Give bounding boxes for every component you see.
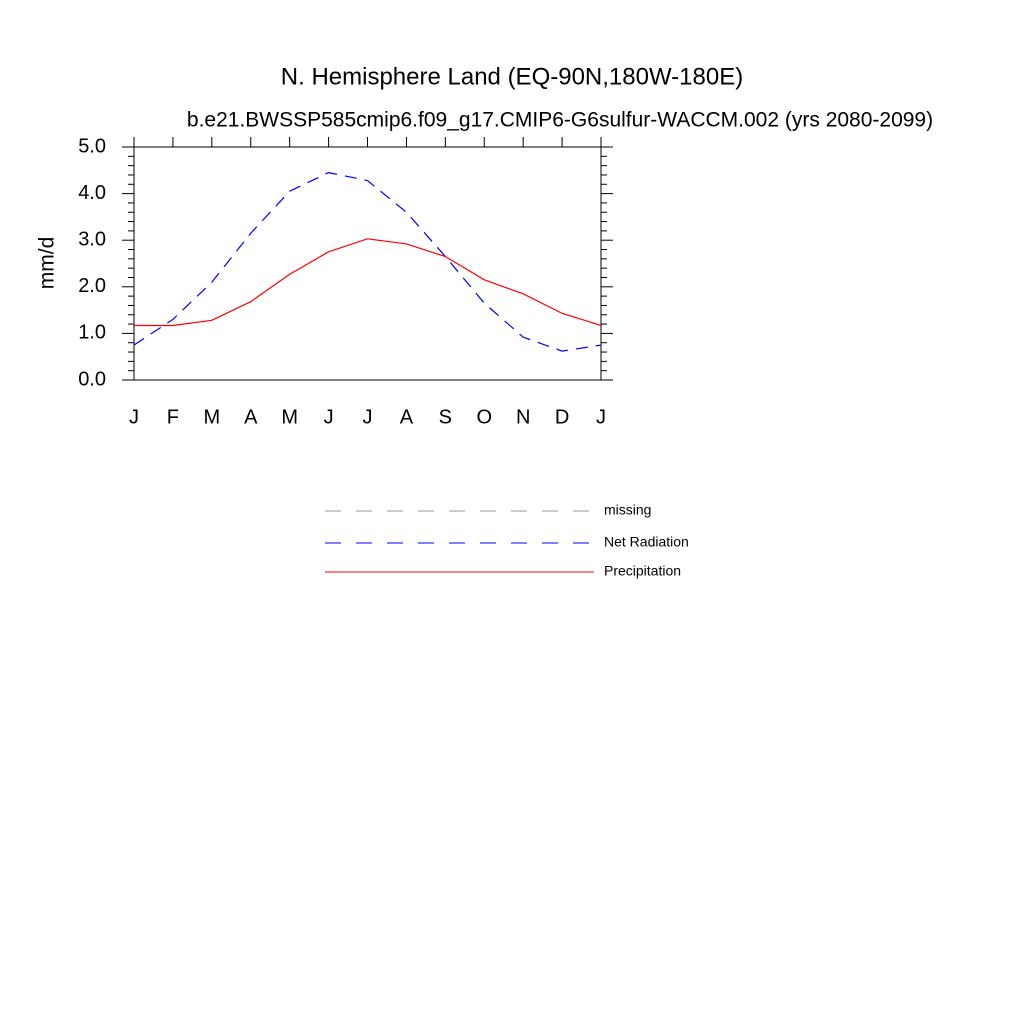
y-tick-label: 5.0 [78,135,106,157]
legend-label: missing [604,502,651,518]
x-tick-label: J [363,406,373,428]
x-tick-label: A [400,406,414,428]
x-tick-label: M [203,406,220,428]
x-tick-label: F [167,406,179,428]
x-tick-label: D [555,406,569,428]
x-tick-label: M [281,406,298,428]
chart-title: N. Hemisphere Land (EQ-90N,180W-180E) [281,63,743,90]
plot-frame [133,146,602,381]
x-tick-label: S [439,406,452,428]
legend-label: Net Radiation [604,534,689,550]
y-tick-label: 0.0 [78,368,106,390]
y-axis-label: mm/d [36,237,59,290]
line-series [133,172,602,352]
legend-label: Precipitation [604,563,681,579]
x-tick-label: N [516,406,530,428]
x-tick-label: A [244,406,258,428]
x-tick-label: J [324,406,334,428]
y-tick-label: 4.0 [78,182,106,204]
line-series [134,238,602,327]
chart-subtitle: b.e21.BWSSP585cmip6.f09_g17.CMIP6-G6sulf… [187,109,933,132]
y-tick-label: 3.0 [78,228,106,250]
x-tick-label: O [476,406,492,428]
y-tick-label: 2.0 [78,275,106,297]
y-tick-label: 1.0 [78,322,106,344]
x-tick-label: J [596,406,606,428]
x-tick-label: J [129,406,139,428]
